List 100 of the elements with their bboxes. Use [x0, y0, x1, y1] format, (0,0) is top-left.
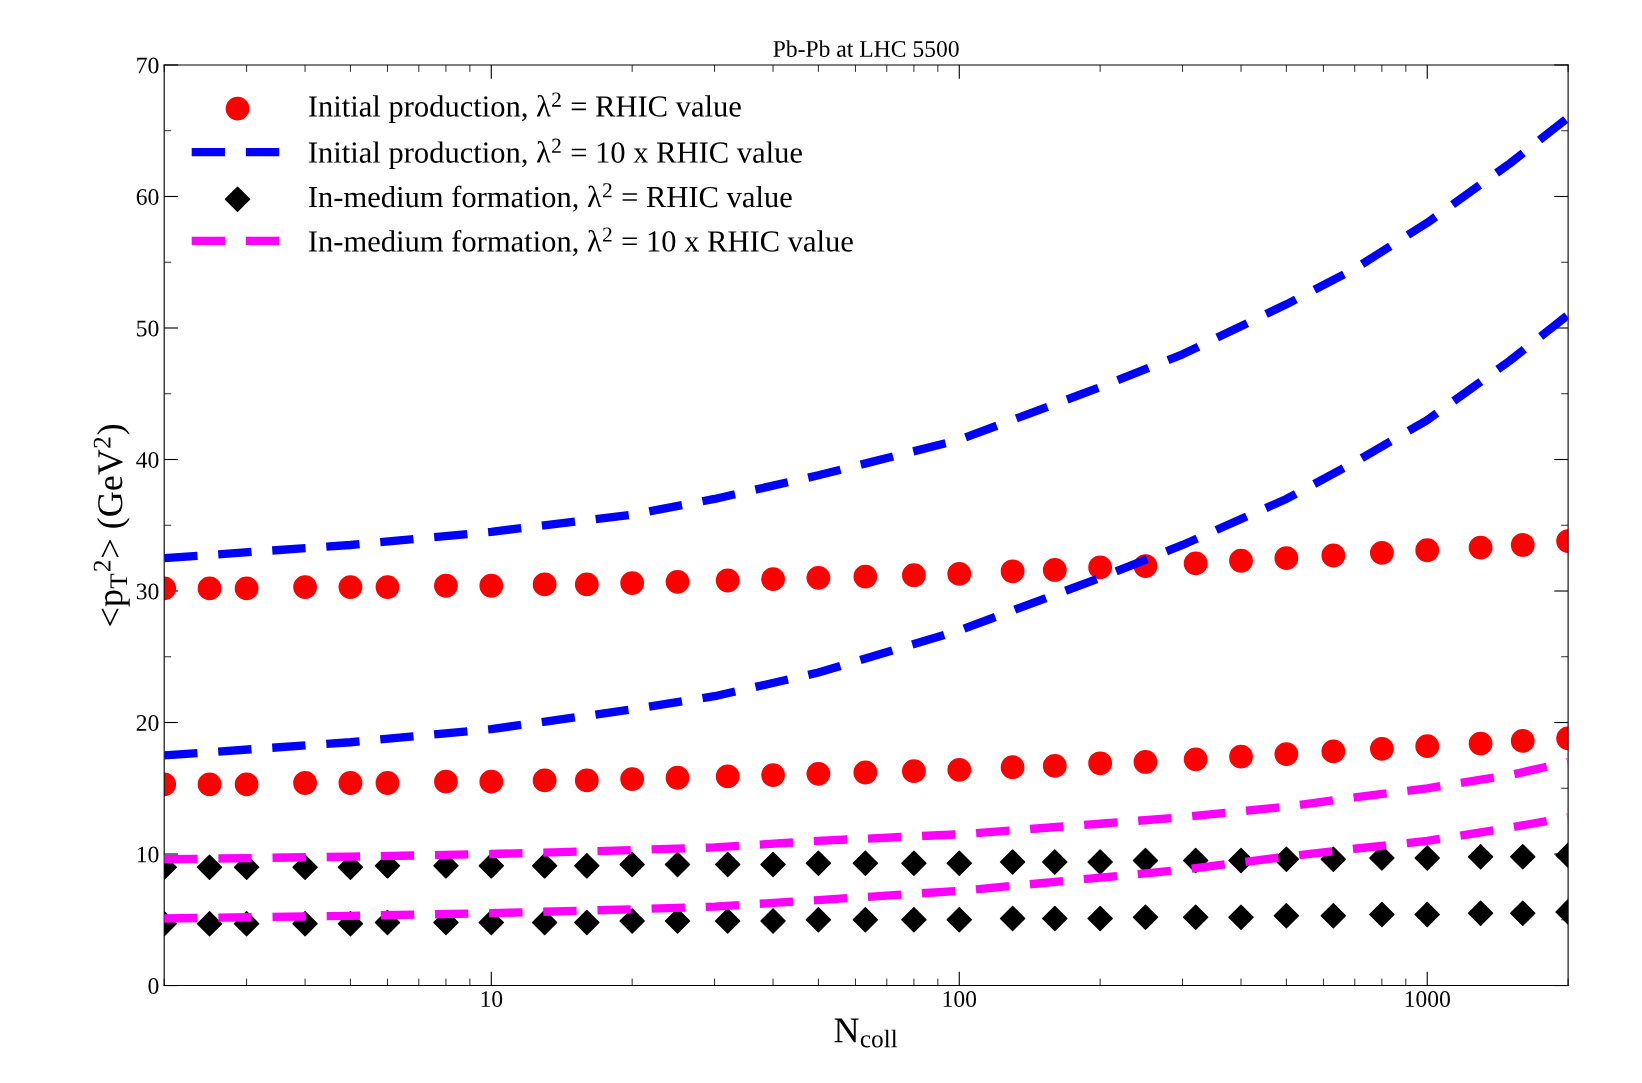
point	[338, 575, 363, 599]
point	[715, 764, 740, 789]
x-axis-title: N$_{coll}$	[834, 1018, 898, 1048]
point	[1369, 736, 1394, 761]
point	[293, 575, 317, 599]
point	[1320, 903, 1347, 929]
point	[714, 908, 741, 934]
point	[1510, 843, 1536, 870]
legend-label: Initial production, λ$^{2}$ = RHIC value	[308, 92, 741, 123]
point	[901, 850, 927, 876]
point	[853, 760, 878, 785]
point	[1414, 845, 1440, 871]
y-tick-label: 10	[137, 846, 159, 863]
point	[1274, 546, 1299, 571]
point	[664, 851, 691, 878]
point	[947, 757, 972, 782]
y-tick-label: 30	[136, 583, 159, 600]
x-tick-label: 100	[943, 991, 977, 1008]
y-tick-label: 0	[148, 978, 159, 994]
point	[947, 562, 972, 586]
point	[1088, 555, 1113, 580]
point	[1042, 558, 1067, 582]
point	[665, 569, 690, 594]
point	[761, 763, 785, 788]
point	[619, 908, 645, 934]
point	[665, 765, 690, 790]
point	[852, 850, 879, 876]
point	[434, 573, 458, 598]
point	[574, 768, 599, 793]
point	[806, 761, 831, 786]
point	[1229, 548, 1253, 573]
point	[1088, 751, 1113, 776]
point	[196, 854, 223, 880]
point	[946, 850, 972, 876]
point	[197, 576, 222, 601]
point	[1510, 900, 1536, 926]
point	[434, 769, 458, 794]
legend-label: In-medium formation, λ$^{2}$ = RHIC value	[308, 183, 792, 212]
point	[619, 851, 645, 878]
point	[293, 771, 317, 795]
point	[1415, 538, 1440, 563]
legend-label: Initial production, λ$^{2}$ = 10 x RHIC value	[308, 138, 802, 170]
point	[1042, 905, 1068, 932]
point	[1183, 747, 1208, 772]
point	[1087, 849, 1113, 875]
point	[1321, 739, 1346, 764]
point	[1042, 754, 1067, 778]
point	[1274, 742, 1299, 766]
point	[1321, 543, 1346, 568]
y-tick-label: 70	[137, 57, 159, 74]
y-tick-label: 60	[136, 188, 159, 205]
point	[1228, 904, 1254, 930]
point	[479, 769, 504, 794]
x-tick-label: 10	[481, 991, 503, 1008]
point	[1042, 849, 1068, 875]
point	[478, 853, 505, 879]
point	[715, 568, 740, 593]
point	[574, 909, 600, 936]
point	[1510, 533, 1535, 557]
point	[1369, 540, 1394, 565]
point	[1132, 904, 1159, 930]
point	[574, 853, 600, 879]
point	[761, 567, 785, 592]
point	[901, 907, 927, 933]
point	[1369, 901, 1395, 928]
y-axis-title: <p$_{T}$$^{2}$> (GeV$^{2}$)	[93, 424, 130, 626]
point	[338, 771, 363, 795]
point	[1183, 551, 1208, 576]
chart-title: Pb-Pb at LHC 5500	[773, 40, 959, 57]
point	[946, 907, 972, 933]
point	[760, 908, 786, 934]
point	[806, 565, 831, 590]
point	[902, 563, 926, 588]
point	[1182, 904, 1209, 930]
point	[852, 907, 879, 933]
point	[805, 907, 832, 933]
legend-label: In-medium formation, λ$^{2}$ = 10 x RHIC value	[308, 227, 853, 257]
point	[620, 571, 645, 596]
point	[1415, 734, 1440, 759]
point	[1087, 905, 1113, 932]
point	[196, 910, 223, 937]
point	[853, 564, 878, 589]
point	[1273, 903, 1300, 929]
point	[197, 772, 222, 797]
y-tick-label: 40	[136, 451, 159, 468]
point	[292, 854, 318, 880]
point	[574, 572, 599, 597]
y-tick-label: 50	[137, 320, 159, 337]
y-tick-label: 20	[136, 715, 159, 731]
point	[1510, 729, 1535, 753]
point	[902, 759, 926, 784]
point	[760, 851, 786, 878]
point	[1133, 750, 1158, 774]
point	[479, 573, 504, 598]
point	[620, 767, 645, 791]
point	[1414, 901, 1440, 928]
x-tick-label: 1000	[1405, 991, 1450, 1008]
point	[1229, 744, 1253, 769]
point	[714, 851, 741, 878]
point	[805, 850, 832, 876]
